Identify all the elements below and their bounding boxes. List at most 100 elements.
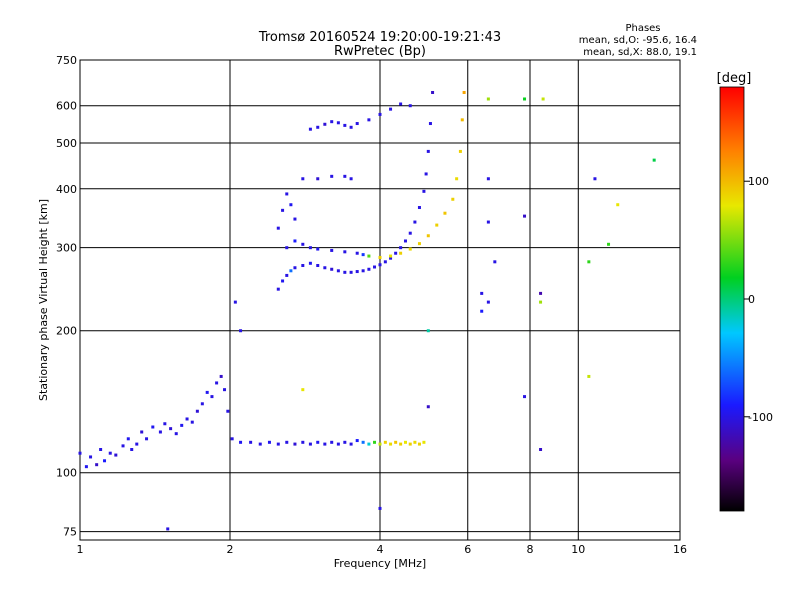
data-point xyxy=(151,425,155,429)
data-point xyxy=(389,442,393,446)
data-point xyxy=(486,97,490,101)
data-point xyxy=(301,264,305,268)
data-point xyxy=(99,447,103,451)
data-point xyxy=(289,203,293,207)
data-point xyxy=(451,197,455,201)
data-point xyxy=(378,112,382,116)
data-point xyxy=(316,440,320,444)
data-point xyxy=(293,442,297,446)
data-point xyxy=(114,453,118,457)
data-point xyxy=(349,442,353,446)
data-point xyxy=(169,427,173,431)
data-point xyxy=(355,270,359,274)
data-point xyxy=(539,300,543,304)
data-point xyxy=(367,267,371,271)
data-points xyxy=(78,90,656,531)
data-point xyxy=(462,90,466,94)
data-point xyxy=(316,264,320,268)
data-point xyxy=(383,440,387,444)
data-point xyxy=(185,417,189,421)
axis-ticks: 1 2 4 6 8 10 16 750 600 500 400 300 200 100 75 xyxy=(56,54,687,556)
data-point xyxy=(343,123,347,127)
y-tick-label: 75 xyxy=(63,526,77,539)
data-point xyxy=(593,177,597,181)
chart-title: Tromsø 20160524 19:20:00-19:21:43 xyxy=(258,30,501,45)
data-point xyxy=(316,247,320,251)
data-point xyxy=(158,430,162,434)
data-point xyxy=(190,420,194,424)
data-point xyxy=(308,261,312,265)
data-point xyxy=(408,231,412,235)
y-tick-label: 750 xyxy=(56,54,77,67)
data-point xyxy=(301,388,305,392)
data-point xyxy=(293,217,297,221)
data-point xyxy=(343,174,347,178)
data-point xyxy=(399,442,403,446)
data-point xyxy=(541,97,545,101)
data-point xyxy=(233,300,237,304)
data-point xyxy=(389,107,393,111)
data-point xyxy=(460,118,464,122)
x-tick-label: 16 xyxy=(673,543,687,556)
data-point xyxy=(523,395,527,399)
data-point xyxy=(330,174,334,178)
data-point xyxy=(426,405,430,409)
stats-heading: Phases xyxy=(625,23,660,34)
data-point xyxy=(78,451,82,455)
data-point xyxy=(267,440,271,444)
data-point xyxy=(355,122,359,126)
data-point xyxy=(130,447,134,451)
data-point xyxy=(239,440,243,444)
data-point xyxy=(408,104,412,108)
x-tick-label: 2 xyxy=(227,543,234,556)
data-point xyxy=(163,422,167,426)
data-point xyxy=(180,423,184,427)
data-point xyxy=(323,122,327,126)
colorbar-ticks: 100 0 -100 xyxy=(744,175,773,424)
data-point xyxy=(126,437,130,441)
data-point xyxy=(205,390,209,394)
data-point xyxy=(367,118,371,122)
data-point xyxy=(424,172,428,176)
data-point xyxy=(367,442,371,446)
data-point xyxy=(383,260,387,264)
data-point xyxy=(276,442,280,446)
data-point xyxy=(281,208,285,212)
y-tick-label: 600 xyxy=(56,100,77,113)
data-point xyxy=(349,125,353,129)
data-point xyxy=(389,254,393,258)
data-point xyxy=(652,158,656,162)
colorbar-label: [deg] xyxy=(717,71,752,86)
y-tick-label: 500 xyxy=(56,137,77,150)
data-point xyxy=(399,246,403,250)
data-point xyxy=(399,102,403,106)
x-tick-label: 1 xyxy=(77,543,84,556)
data-point xyxy=(108,451,112,455)
data-point xyxy=(289,269,293,273)
data-point xyxy=(394,440,398,444)
data-point xyxy=(195,409,199,413)
data-point xyxy=(399,251,403,255)
data-point xyxy=(145,437,149,441)
y-tick-label: 300 xyxy=(56,242,77,255)
data-point xyxy=(276,226,280,230)
data-point xyxy=(276,287,280,291)
data-point xyxy=(403,440,407,444)
data-point xyxy=(301,242,305,246)
data-point xyxy=(403,239,407,243)
data-point xyxy=(587,374,591,378)
data-point xyxy=(330,440,334,444)
data-point xyxy=(373,440,377,444)
data-point xyxy=(316,125,320,129)
data-point xyxy=(95,463,99,467)
data-point xyxy=(174,432,178,436)
y-axis-label: Stationary phase Virtual Height [km] xyxy=(37,199,50,401)
data-point xyxy=(336,269,340,273)
x-tick-label: 4 xyxy=(377,543,384,556)
data-point xyxy=(417,206,421,210)
data-point xyxy=(343,440,347,444)
data-point xyxy=(417,442,421,446)
data-point xyxy=(587,260,591,264)
data-point xyxy=(607,242,611,246)
data-point xyxy=(140,430,144,434)
